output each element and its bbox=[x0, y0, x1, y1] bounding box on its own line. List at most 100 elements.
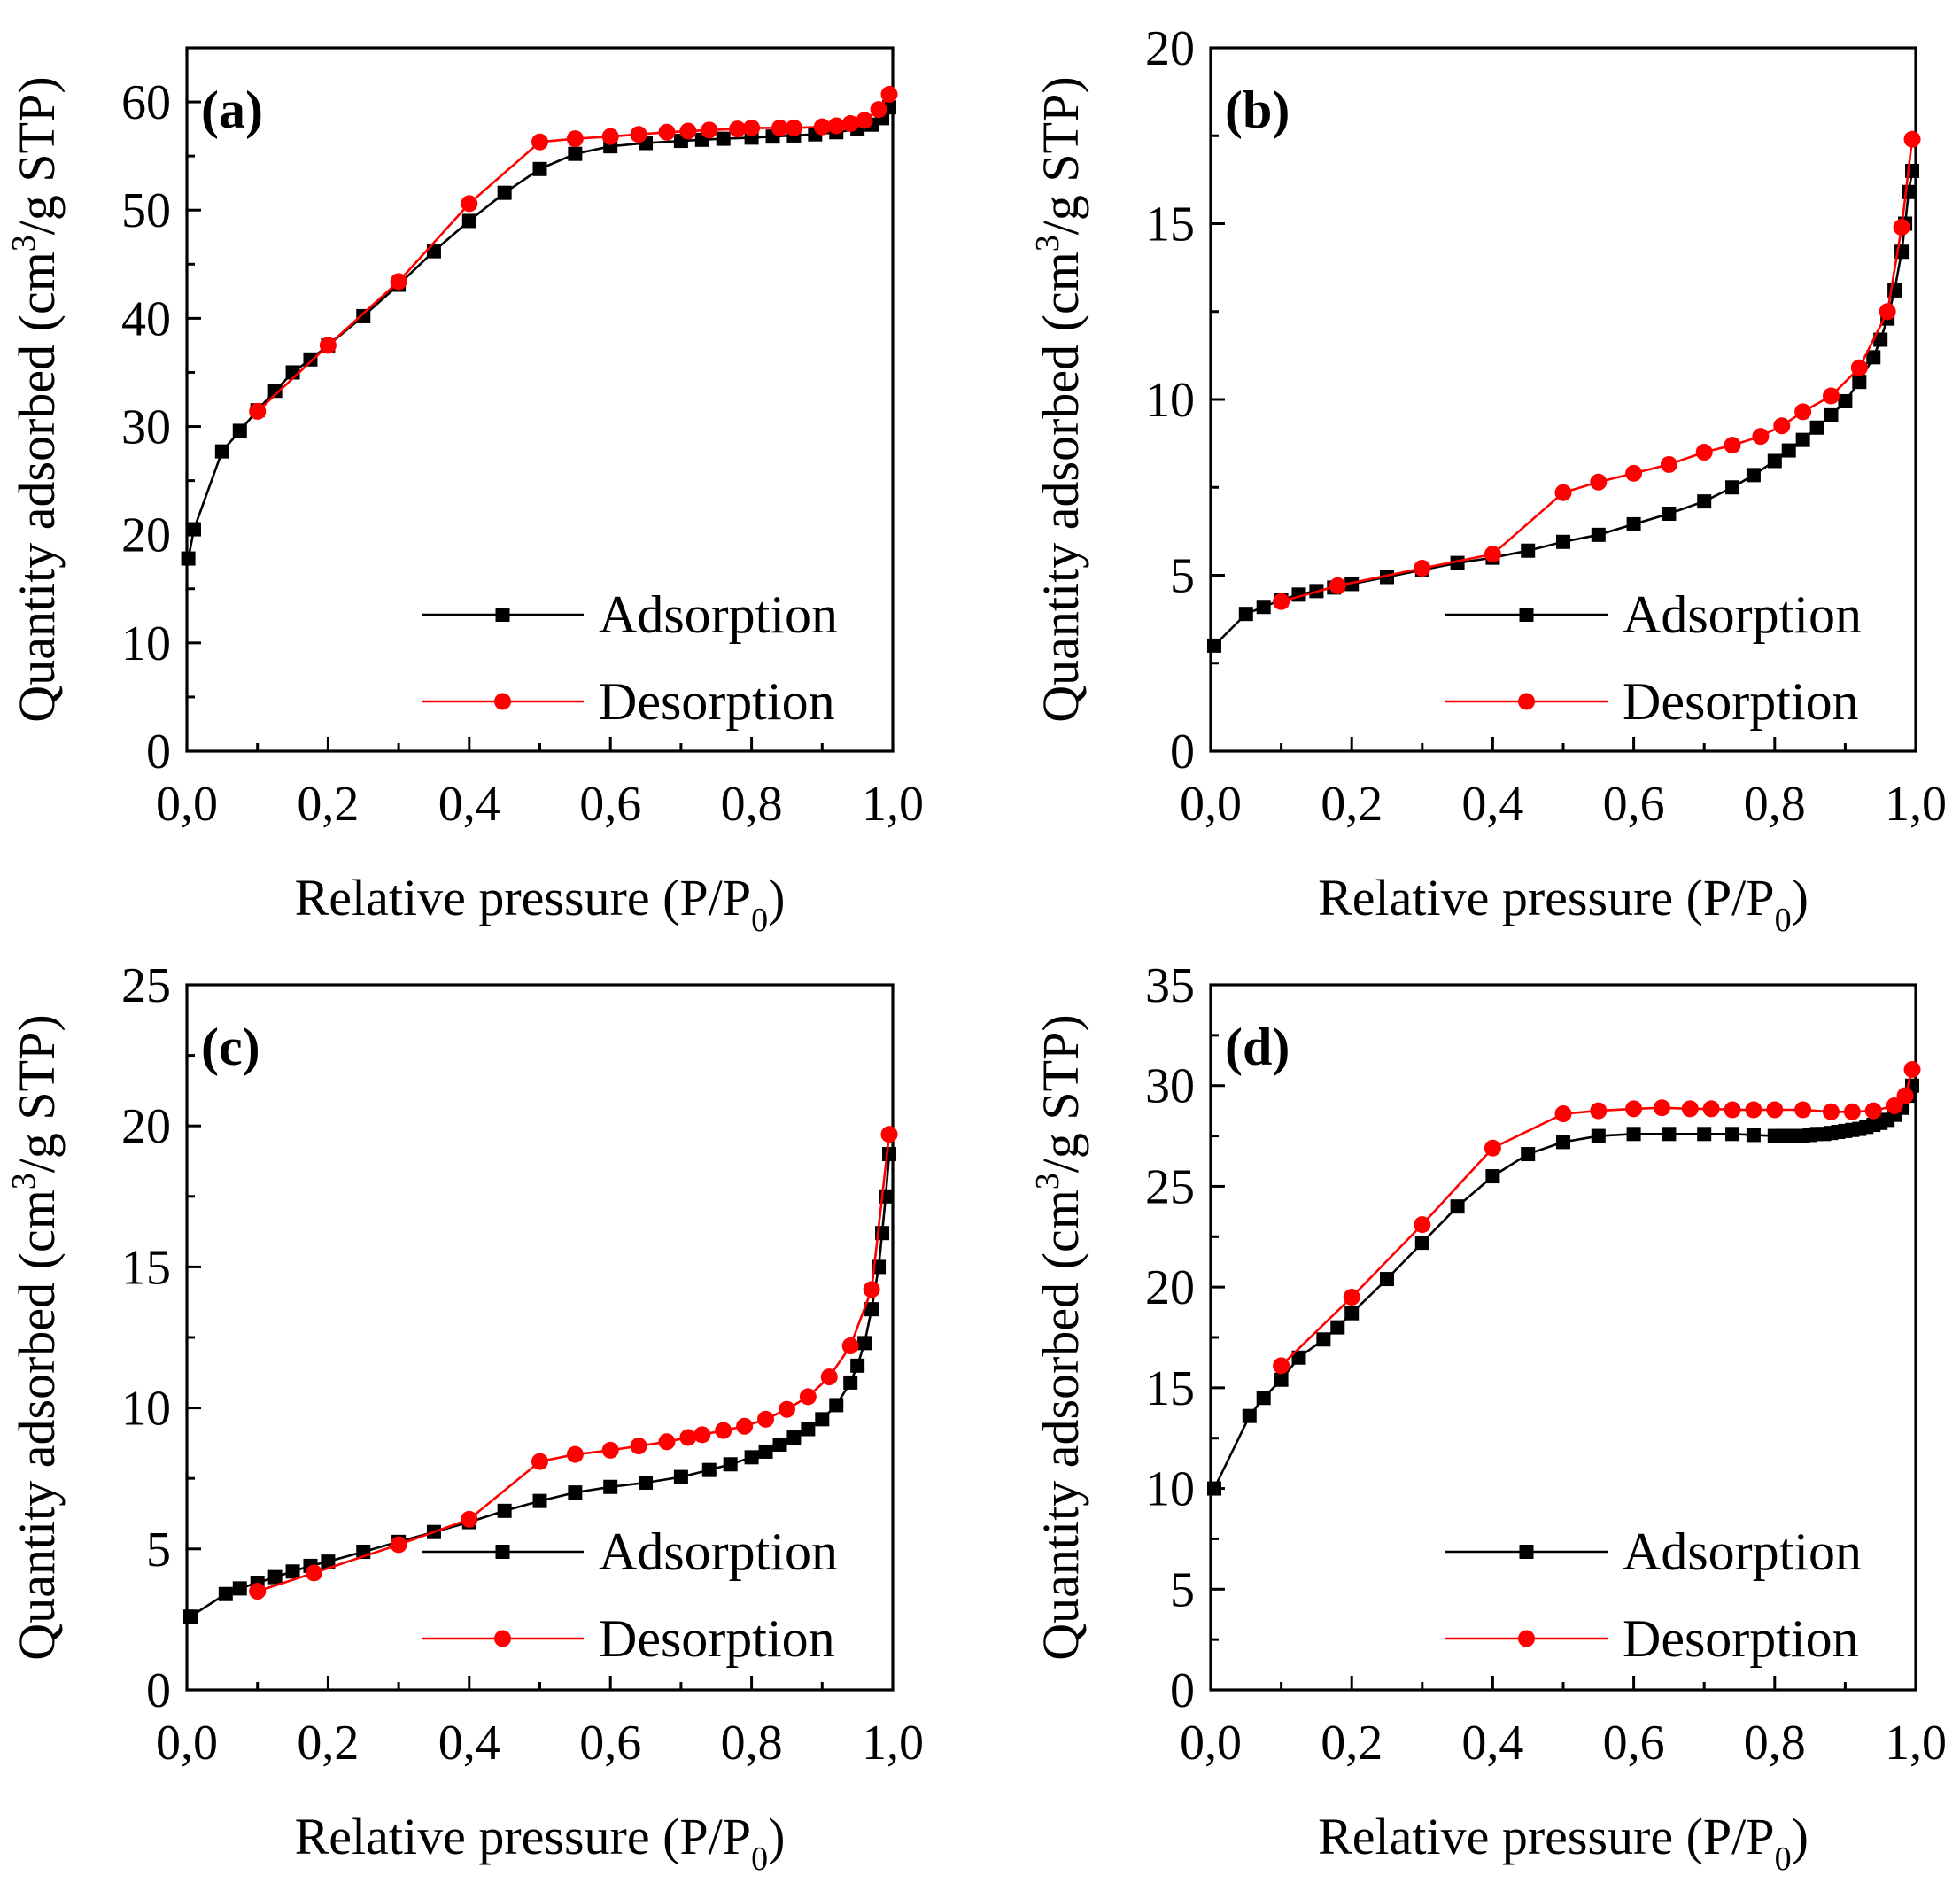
x-tick-label: 1,0 bbox=[862, 1716, 924, 1771]
y-axis-title-main: Quantity adsorbed (cm bbox=[8, 1190, 66, 1661]
desorption-point bbox=[658, 1433, 676, 1451]
y-tick-label: 5 bbox=[1170, 1562, 1195, 1617]
adsorption-point bbox=[232, 1581, 247, 1596]
y-axis-title-main: Quantity adsorbed (cm bbox=[1032, 1190, 1089, 1661]
desorption-point bbox=[1653, 1099, 1670, 1117]
y-axis-title-tail: /g STP) bbox=[8, 1014, 66, 1173]
x-tick-label: 0,4 bbox=[438, 1716, 500, 1771]
legend: Adsorption Desorption bbox=[422, 1523, 838, 1668]
desorption-point bbox=[715, 1422, 732, 1439]
desorption-point bbox=[1625, 1100, 1643, 1118]
adsorption-point bbox=[1380, 570, 1394, 585]
panel-label: (d) bbox=[1225, 1018, 1290, 1076]
desorption-point bbox=[531, 1453, 548, 1470]
series-desorption bbox=[1273, 130, 1921, 610]
y-tick-label: 20 bbox=[121, 1099, 171, 1154]
adsorption-point bbox=[1242, 1408, 1257, 1423]
adsorption-point bbox=[1330, 1320, 1345, 1335]
adsorption-point bbox=[303, 352, 318, 367]
legend-square-marker bbox=[495, 1545, 510, 1559]
y-tick-label: 20 bbox=[1145, 1260, 1195, 1315]
adsorption-point bbox=[673, 1469, 688, 1484]
series-desorption bbox=[249, 86, 898, 420]
desorption-point bbox=[531, 133, 548, 151]
y-tick-label: 0 bbox=[146, 1663, 171, 1718]
legend-label: Desorption bbox=[1623, 672, 1859, 731]
desorption-point bbox=[841, 1337, 859, 1355]
desorption-point bbox=[1695, 444, 1713, 461]
adsorption-point bbox=[532, 161, 547, 176]
adsorption-point bbox=[786, 1430, 802, 1445]
y-tick-label: 20 bbox=[1145, 21, 1195, 76]
x-tick-label: 0,8 bbox=[1744, 777, 1806, 832]
adsorption-point bbox=[568, 146, 583, 161]
desorption-point bbox=[1554, 484, 1572, 501]
panel-label: (c) bbox=[201, 1018, 260, 1076]
desorption-point bbox=[390, 1536, 407, 1554]
adsorption-point bbox=[758, 1444, 773, 1459]
adsorption-point bbox=[1852, 375, 1867, 390]
desorption-point bbox=[863, 1281, 880, 1298]
x-axis-title-main: Relative pressure (P/P bbox=[295, 1808, 751, 1865]
legend-square-marker bbox=[495, 608, 510, 622]
adsorption-point bbox=[1256, 1391, 1271, 1406]
y-tick-label: 15 bbox=[121, 1240, 171, 1295]
x-axis-title-subscript: 0 bbox=[751, 1841, 768, 1878]
desorption-point bbox=[1702, 1100, 1720, 1118]
desorption-point bbox=[856, 112, 873, 129]
adsorption-point bbox=[1291, 1350, 1306, 1365]
y-axis-title-superscript: 3 bbox=[5, 1173, 43, 1190]
x-tick-label: 0,8 bbox=[721, 1716, 783, 1771]
desorption-point bbox=[1329, 577, 1346, 594]
desorption-point bbox=[693, 1426, 711, 1444]
x-tick-label: 0,8 bbox=[721, 777, 783, 832]
x-axis-title-tail: ) bbox=[768, 1808, 785, 1865]
y-tick-label: 10 bbox=[1145, 1462, 1195, 1517]
x-axis-title-subscript: 0 bbox=[1775, 902, 1792, 939]
desorption-point bbox=[566, 1445, 584, 1463]
legend-label: Adsorption bbox=[599, 585, 838, 644]
desorption-point bbox=[1766, 1101, 1784, 1119]
y-axis-title-superscript: 3 bbox=[1029, 235, 1066, 252]
adsorption-point bbox=[1206, 1481, 1221, 1496]
adsorption-point bbox=[1838, 393, 1853, 408]
y-axis-title-superscript: 3 bbox=[1029, 1173, 1066, 1190]
adsorption-point bbox=[1521, 543, 1536, 558]
desorption-point bbox=[1414, 1216, 1431, 1234]
desorption-point bbox=[1903, 1061, 1921, 1079]
desorption-point bbox=[729, 120, 747, 138]
y-tick-label: 25 bbox=[121, 958, 171, 1013]
x-axis-title-tail: ) bbox=[768, 869, 785, 926]
legend-label: Desorption bbox=[599, 672, 835, 731]
x-tick-label: 1,0 bbox=[1885, 777, 1947, 832]
adsorption-point bbox=[843, 1375, 858, 1390]
desorption-point bbox=[1745, 1101, 1762, 1119]
x-tick-label: 0,8 bbox=[1744, 1716, 1806, 1771]
adsorption-point bbox=[701, 1462, 717, 1477]
adsorption-point bbox=[1626, 1127, 1641, 1142]
adsorption-point bbox=[218, 1586, 233, 1601]
desorption-point bbox=[1343, 1289, 1360, 1306]
panel-label: (b) bbox=[1225, 81, 1290, 139]
adsorption-point bbox=[829, 1398, 844, 1413]
adsorption-point bbox=[1873, 332, 1888, 347]
desorption-point bbox=[1893, 218, 1910, 236]
adsorption-point bbox=[1591, 1128, 1606, 1143]
plot-frame bbox=[1209, 46, 1917, 753]
adsorption-point bbox=[815, 1412, 830, 1427]
panel-d: 0,0 0,2 0,4 0,6 0,8 1,005101520253035Relative… bbox=[1029, 958, 1947, 1878]
panel-b: 0,0 0,2 0,4 0,6 0,8 1,0 0 5 10 15 20 Relative press… bbox=[1029, 21, 1947, 939]
desorption-point bbox=[1414, 560, 1431, 577]
adsorption-point bbox=[232, 423, 247, 438]
desorption-point bbox=[1822, 387, 1840, 405]
desorption-point bbox=[1724, 437, 1741, 454]
x-tick-label: 0,0 bbox=[156, 777, 218, 832]
desorption-point bbox=[1896, 1087, 1914, 1104]
desorption-point bbox=[319, 337, 337, 354]
y-axis-title-tail: /g STP) bbox=[8, 76, 66, 235]
desorption-point bbox=[1903, 130, 1921, 148]
x-axis-title-subscript: 0 bbox=[1775, 1841, 1792, 1878]
adsorption-point bbox=[1902, 184, 1917, 199]
desorption-point bbox=[1273, 1357, 1290, 1375]
